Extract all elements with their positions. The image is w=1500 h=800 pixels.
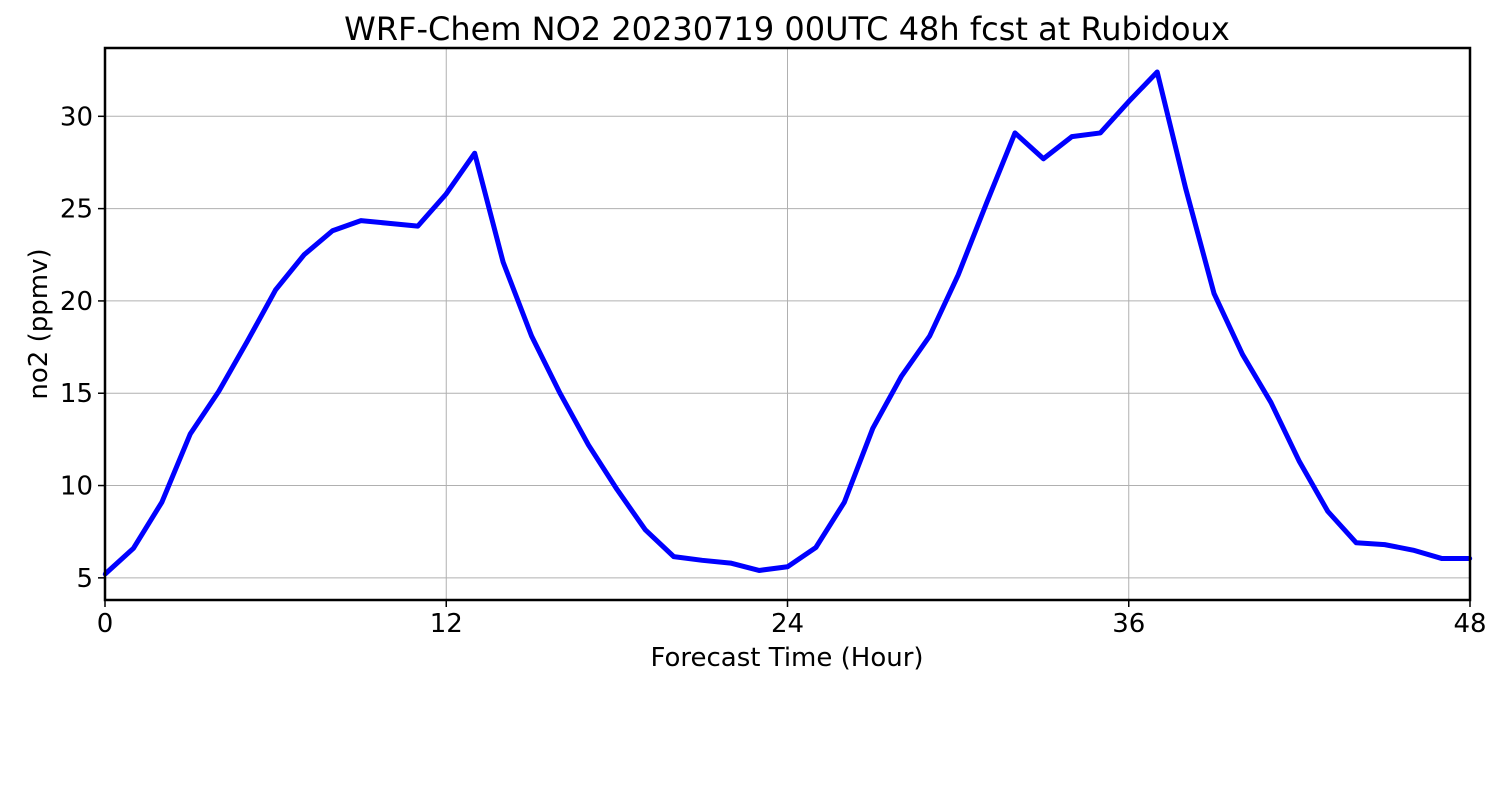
data-point: [1183, 186, 1188, 191]
data-point: [671, 554, 676, 559]
data-point: [870, 426, 876, 431]
data-point: [927, 333, 932, 339]
data-point: [1410, 547, 1416, 553]
data-point: [529, 333, 534, 339]
data-point: [1240, 352, 1245, 357]
x-tick-label: 36: [1112, 609, 1145, 639]
data-point: [330, 228, 335, 233]
data-point: [273, 287, 278, 293]
data-point: [1069, 134, 1075, 139]
data-point: [643, 527, 648, 533]
data-point: [500, 259, 506, 265]
data-point: [131, 546, 136, 551]
data-point: [415, 223, 421, 229]
data-point: [955, 272, 961, 278]
data-point: [1154, 69, 1160, 75]
data-point: [358, 218, 364, 223]
data-point: [244, 339, 250, 344]
gridlines: [104, 48, 1471, 600]
data-point: [728, 560, 733, 566]
data-point: [1268, 400, 1274, 405]
data-point: [216, 389, 221, 394]
x-axis-label: Forecast Time (Hour): [650, 643, 923, 673]
data-point: [557, 391, 563, 396]
y-tick-label: 25: [60, 195, 93, 225]
data-point: [614, 487, 620, 492]
data-point: [1012, 130, 1018, 136]
data-point: [1325, 509, 1331, 514]
data-point: [1439, 556, 1444, 561]
data-point: [899, 374, 904, 379]
y-tick-label: 15: [60, 379, 93, 409]
data-point: [1041, 156, 1046, 161]
axis-ticks: 0 12 24 36 48 5 10 15 20 25 30: [60, 102, 1487, 639]
y-tick-label: 30: [60, 102, 93, 132]
y-tick-label: 5: [76, 564, 93, 594]
y-tick-label: 10: [60, 472, 93, 502]
data-point: [842, 499, 847, 505]
data-point: [1382, 542, 1387, 547]
x-tick-label: 0: [97, 609, 114, 639]
data-point: [813, 545, 819, 550]
data-point: [1211, 291, 1217, 296]
x-tick-label: 24: [771, 609, 804, 639]
chart-title: WRF-Chem NO2 20230719 00UTC 48h fcst at …: [344, 10, 1230, 48]
data-point: [1126, 99, 1131, 104]
data-point: [984, 200, 989, 206]
data-point: [1354, 540, 1359, 545]
data-point: [699, 558, 705, 563]
x-tick-label: 48: [1453, 609, 1486, 639]
data-point: [1297, 459, 1302, 464]
data-point: [188, 431, 193, 437]
y-tick-label: 20: [60, 287, 93, 317]
x-tick-label: 12: [430, 609, 463, 639]
y-axis-label: no2 (ppmv): [24, 248, 54, 399]
data-point: [1098, 130, 1103, 136]
data-point: [756, 568, 762, 573]
data-point: [387, 221, 392, 226]
data-point: [472, 151, 477, 156]
data-point: [159, 499, 165, 505]
data-point: [586, 442, 591, 448]
data-point: [301, 252, 307, 257]
data-point: [444, 191, 449, 197]
data-point: [785, 564, 790, 569]
